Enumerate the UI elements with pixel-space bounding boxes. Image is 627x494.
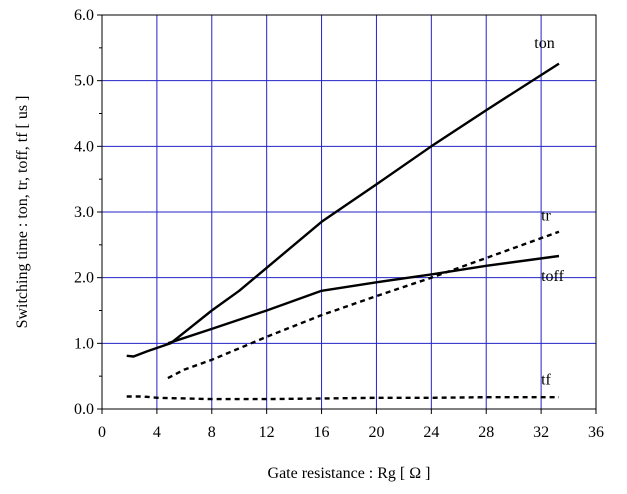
x-tick-label: 0 <box>98 424 106 441</box>
x-tick-label: 12 <box>259 424 275 441</box>
y-tick-label: 3.0 <box>74 204 94 221</box>
y-tick-label: 0.0 <box>74 401 94 418</box>
series-label-toff: toff <box>541 268 564 285</box>
y-tick-label: 5.0 <box>74 73 94 90</box>
series-line-ton <box>126 62 560 358</box>
x-tick-label: 36 <box>588 424 604 441</box>
x-tick-label: 8 <box>208 424 216 441</box>
y-axis-title: Switching time : ton, tr, toff, tf [ us … <box>14 96 31 329</box>
series-line-tr <box>167 230 560 380</box>
series-label-ton: ton <box>534 35 554 52</box>
axis-ticks <box>97 14 597 414</box>
y-tick-label: 2.0 <box>74 270 94 287</box>
y-tick-labels: 0.0 1.0 2.0 3.0 4.0 5.0 6.0 <box>74 7 94 418</box>
series-label-tf: tf <box>541 372 551 389</box>
x-tick-label: 16 <box>314 424 330 441</box>
x-tick-label: 28 <box>478 424 494 441</box>
x-tick-label: 4 <box>153 424 161 441</box>
series-label-tr: tr <box>541 208 551 225</box>
y-tick-label: 1.0 <box>74 335 94 352</box>
x-tick-labels: 0 4 8 12 16 20 24 28 32 36 <box>98 424 604 441</box>
series-group <box>126 62 560 401</box>
series-labels: ton tr toff tf <box>534 35 564 389</box>
grid <box>102 15 596 409</box>
x-tick-label: 20 <box>368 424 384 441</box>
x-tick-label: 24 <box>423 424 439 441</box>
x-tick-label: 32 <box>533 424 549 441</box>
x-axis-title: Gate resistance : Rg [ Ω ] <box>268 465 431 482</box>
series-line-toff <box>167 254 560 345</box>
y-tick-label: 6.0 <box>74 7 94 24</box>
y-tick-label: 4.0 <box>74 138 94 155</box>
series-line-tf <box>126 395 559 401</box>
